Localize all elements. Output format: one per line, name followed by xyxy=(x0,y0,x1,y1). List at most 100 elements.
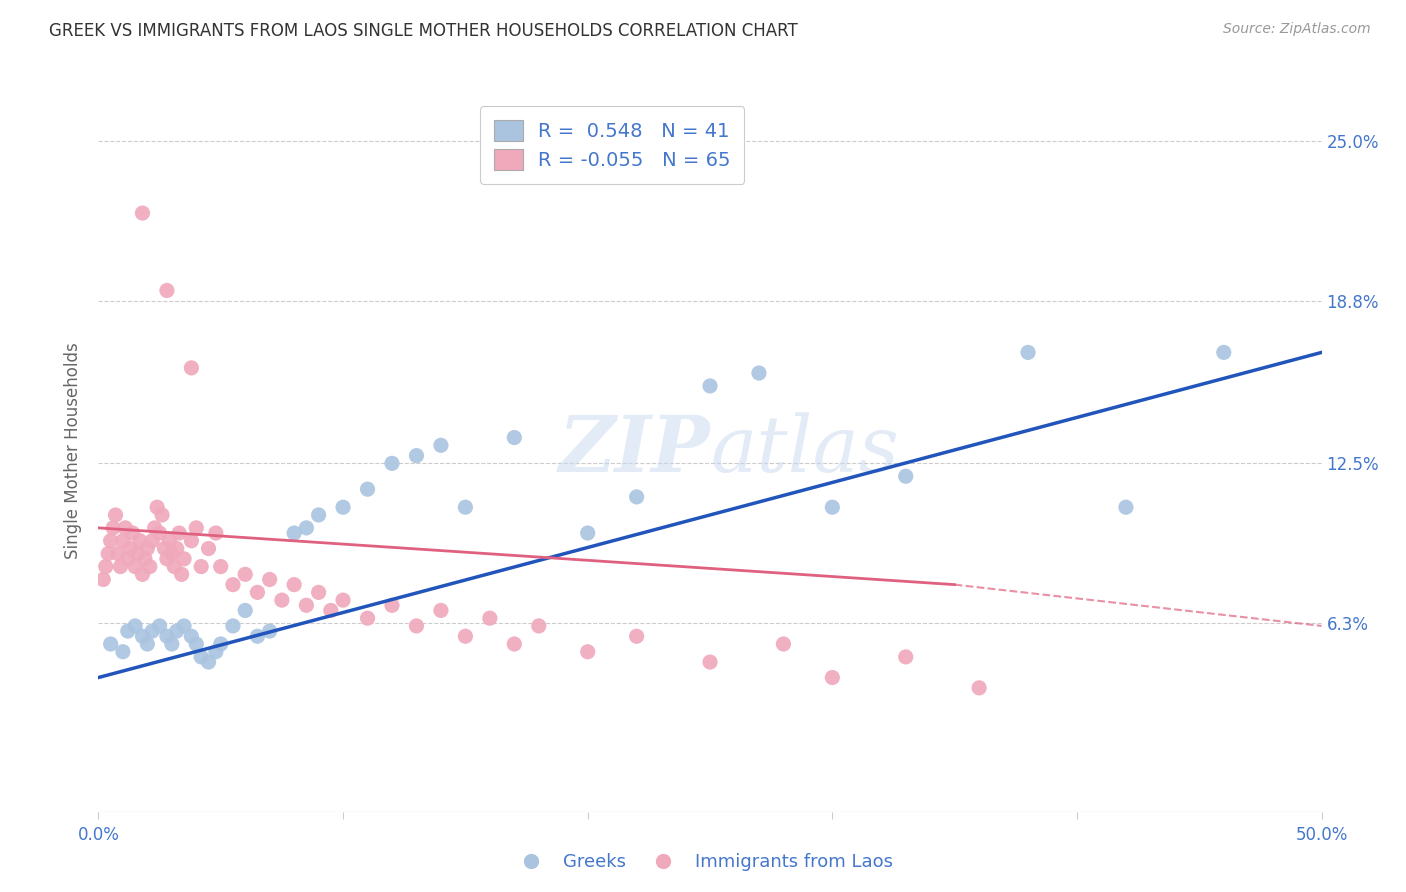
Point xyxy=(173,551,195,566)
Point xyxy=(163,559,186,574)
Legend: R =  0.548   N = 41, R = -0.055   N = 65: R = 0.548 N = 41, R = -0.055 N = 65 xyxy=(479,106,744,184)
Point xyxy=(180,360,202,375)
Point xyxy=(478,611,501,625)
Point xyxy=(186,521,208,535)
Point xyxy=(430,438,453,452)
Point xyxy=(405,449,427,463)
Point xyxy=(160,637,183,651)
Point xyxy=(150,508,173,522)
Point xyxy=(209,637,232,651)
Point xyxy=(1115,500,1137,515)
Point xyxy=(381,456,404,470)
Point xyxy=(136,541,159,556)
Point xyxy=(332,500,354,515)
Point xyxy=(156,629,179,643)
Point xyxy=(356,611,378,625)
Point xyxy=(124,559,146,574)
Point xyxy=(131,629,153,643)
Text: atlas: atlas xyxy=(710,412,898,489)
Point xyxy=(356,482,378,496)
Point xyxy=(454,500,477,515)
Text: ZIP: ZIP xyxy=(558,412,710,489)
Point xyxy=(222,577,245,591)
Point xyxy=(173,619,195,633)
Point xyxy=(160,547,183,561)
Point xyxy=(748,366,770,380)
Point xyxy=(233,567,256,582)
Y-axis label: Single Mother Households: Single Mother Households xyxy=(65,343,83,558)
Point xyxy=(97,547,120,561)
Point xyxy=(190,559,212,574)
Point xyxy=(156,551,179,566)
Point xyxy=(319,603,342,617)
Point xyxy=(131,567,153,582)
Point xyxy=(91,573,114,587)
Point xyxy=(233,603,256,617)
Point xyxy=(100,533,122,548)
Point xyxy=(127,547,149,561)
Point xyxy=(197,655,219,669)
Point xyxy=(197,541,219,556)
Point xyxy=(136,637,159,651)
Point xyxy=(117,624,139,639)
Point xyxy=(295,599,318,613)
Point xyxy=(141,533,163,548)
Text: GREEK VS IMMIGRANTS FROM LAOS SINGLE MOTHER HOUSEHOLDS CORRELATION CHART: GREEK VS IMMIGRANTS FROM LAOS SINGLE MOT… xyxy=(49,22,799,40)
Point xyxy=(186,637,208,651)
Point xyxy=(107,547,129,561)
Point xyxy=(503,637,526,651)
Point xyxy=(576,645,599,659)
Point xyxy=(527,619,550,633)
Point xyxy=(699,655,721,669)
Point xyxy=(772,637,794,651)
Point xyxy=(246,629,269,643)
Point xyxy=(626,629,648,643)
Point xyxy=(156,284,179,298)
Point xyxy=(259,624,281,639)
Point xyxy=(699,379,721,393)
Point xyxy=(503,431,526,445)
Point xyxy=(124,619,146,633)
Point xyxy=(170,567,193,582)
Point xyxy=(332,593,354,607)
Point xyxy=(283,526,305,541)
Point xyxy=(94,559,117,574)
Point xyxy=(308,508,330,522)
Point xyxy=(157,533,180,548)
Point xyxy=(134,551,156,566)
Legend: Greeks, Immigrants from Laos: Greeks, Immigrants from Laos xyxy=(506,847,900,879)
Point xyxy=(1212,345,1234,359)
Point xyxy=(110,559,132,574)
Point xyxy=(626,490,648,504)
Point xyxy=(111,533,134,548)
Point xyxy=(111,645,134,659)
Point xyxy=(405,619,427,633)
Point xyxy=(967,681,990,695)
Point xyxy=(101,521,124,535)
Point xyxy=(121,526,143,541)
Point xyxy=(141,624,163,639)
Point xyxy=(894,649,917,664)
Point xyxy=(821,500,844,515)
Point xyxy=(166,541,188,556)
Point xyxy=(1017,345,1039,359)
Point xyxy=(149,526,172,541)
Point xyxy=(308,585,330,599)
Point xyxy=(283,577,305,591)
Point xyxy=(117,551,139,566)
Point xyxy=(167,526,190,541)
Point xyxy=(381,599,404,613)
Point xyxy=(430,603,453,617)
Point xyxy=(246,585,269,599)
Point xyxy=(295,521,318,535)
Point xyxy=(209,559,232,574)
Point xyxy=(821,671,844,685)
Point xyxy=(100,637,122,651)
Point xyxy=(114,521,136,535)
Point xyxy=(205,645,228,659)
Point xyxy=(576,526,599,541)
Point xyxy=(149,619,172,633)
Point xyxy=(270,593,294,607)
Point xyxy=(180,629,202,643)
Point xyxy=(129,533,152,548)
